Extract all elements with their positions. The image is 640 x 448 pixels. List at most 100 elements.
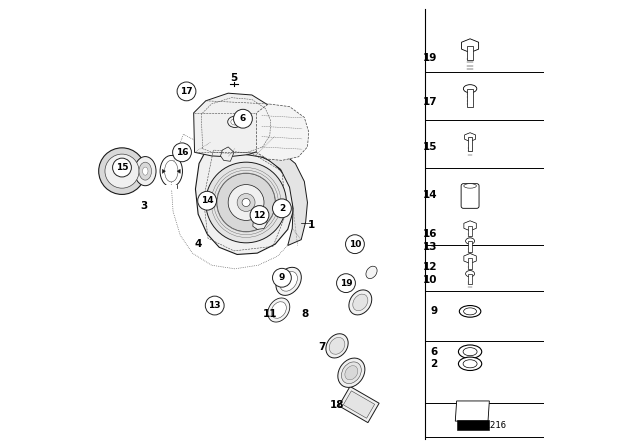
Text: 10: 10 [423, 275, 437, 285]
Circle shape [273, 268, 291, 287]
Bar [468, 137, 472, 151]
Bar [467, 89, 473, 107]
Text: 00181216: 00181216 [463, 421, 506, 430]
Polygon shape [246, 147, 307, 246]
Ellipse shape [465, 238, 475, 244]
Circle shape [250, 206, 269, 224]
Circle shape [105, 154, 139, 188]
Bar [468, 274, 472, 284]
Text: 19: 19 [340, 279, 352, 288]
Ellipse shape [464, 184, 476, 188]
Text: 18: 18 [330, 400, 344, 409]
Text: 12: 12 [253, 211, 266, 220]
Ellipse shape [463, 360, 477, 368]
Text: 16: 16 [176, 148, 188, 157]
Polygon shape [464, 254, 476, 263]
Circle shape [228, 185, 264, 220]
Polygon shape [343, 391, 374, 418]
Polygon shape [461, 39, 479, 52]
Text: 6: 6 [240, 114, 246, 123]
Ellipse shape [326, 334, 348, 358]
Ellipse shape [280, 271, 298, 291]
Text: 14: 14 [201, 196, 213, 205]
Bar [467, 46, 473, 60]
Ellipse shape [465, 271, 475, 277]
Circle shape [234, 109, 252, 128]
Text: 17: 17 [423, 97, 437, 107]
Ellipse shape [268, 298, 290, 322]
Ellipse shape [345, 366, 358, 380]
Text: 19: 19 [423, 53, 437, 63]
Text: 3: 3 [141, 201, 148, 211]
Text: 9: 9 [430, 306, 437, 316]
Bar [468, 226, 472, 236]
Text: 10: 10 [349, 240, 361, 249]
Ellipse shape [164, 160, 178, 182]
Bar [457, 420, 490, 430]
Text: 13: 13 [423, 242, 437, 252]
Ellipse shape [338, 358, 365, 388]
Text: 11: 11 [262, 309, 277, 319]
Ellipse shape [134, 157, 156, 186]
Text: 15: 15 [116, 163, 128, 172]
Ellipse shape [341, 362, 362, 383]
Ellipse shape [366, 266, 377, 279]
Text: 15: 15 [423, 142, 437, 152]
Polygon shape [464, 221, 476, 231]
Ellipse shape [228, 116, 242, 128]
Ellipse shape [458, 345, 482, 358]
Text: 13: 13 [209, 301, 221, 310]
Text: 2: 2 [430, 359, 437, 369]
Circle shape [337, 274, 355, 293]
Ellipse shape [458, 357, 482, 370]
Circle shape [206, 162, 287, 243]
Ellipse shape [353, 294, 368, 311]
Circle shape [113, 158, 131, 177]
Circle shape [177, 82, 196, 101]
Polygon shape [194, 93, 275, 157]
Ellipse shape [329, 337, 345, 354]
Polygon shape [253, 215, 267, 229]
Ellipse shape [463, 85, 477, 93]
Circle shape [273, 199, 291, 218]
Text: 6: 6 [430, 347, 437, 357]
Circle shape [118, 167, 127, 176]
Polygon shape [455, 401, 490, 421]
Bar [468, 241, 472, 252]
Ellipse shape [271, 302, 286, 319]
Ellipse shape [143, 167, 148, 175]
Bar [468, 258, 472, 269]
Polygon shape [339, 387, 379, 422]
Ellipse shape [463, 308, 477, 315]
Polygon shape [465, 133, 476, 142]
Circle shape [217, 173, 275, 232]
Text: 14: 14 [423, 190, 437, 200]
Ellipse shape [231, 119, 239, 125]
Polygon shape [177, 169, 180, 173]
Text: 12: 12 [423, 262, 437, 271]
Circle shape [99, 148, 145, 194]
Circle shape [237, 194, 255, 211]
Text: 17: 17 [180, 87, 193, 96]
Ellipse shape [276, 267, 301, 295]
Ellipse shape [349, 290, 372, 315]
Circle shape [198, 191, 216, 210]
FancyBboxPatch shape [461, 184, 479, 208]
Text: 8: 8 [301, 310, 309, 319]
Polygon shape [195, 142, 293, 254]
Text: 2: 2 [279, 204, 285, 213]
Bar [165, 185, 177, 190]
Circle shape [173, 143, 191, 162]
Circle shape [205, 296, 224, 315]
Text: 4: 4 [195, 239, 202, 249]
Text: 16: 16 [423, 229, 437, 239]
Text: 1: 1 [308, 220, 316, 230]
Circle shape [346, 235, 364, 254]
Text: 9: 9 [279, 273, 285, 282]
Circle shape [242, 198, 250, 207]
Ellipse shape [463, 348, 477, 356]
Polygon shape [221, 147, 234, 161]
Ellipse shape [139, 162, 152, 180]
Polygon shape [257, 104, 309, 160]
Text: 5: 5 [230, 73, 237, 83]
